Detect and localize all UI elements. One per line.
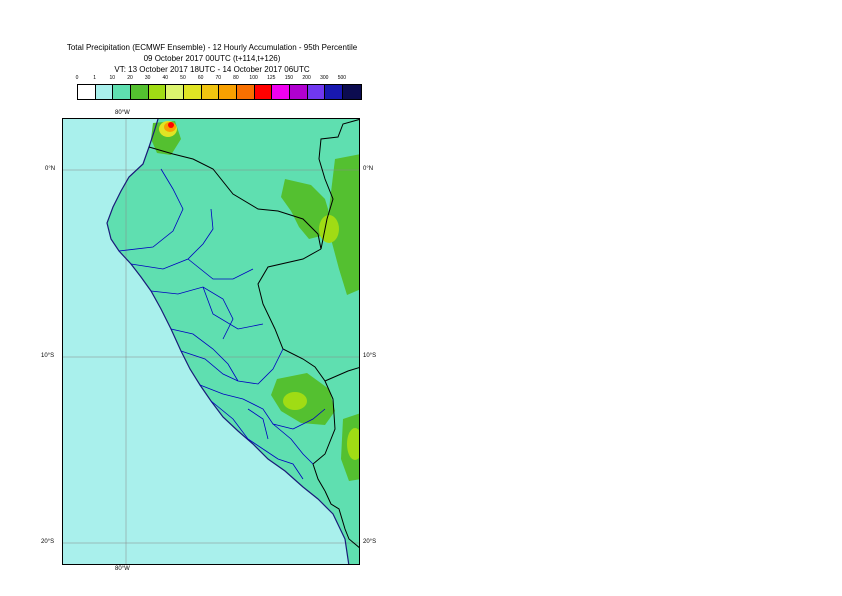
legend-swatch: [148, 85, 167, 99]
legend-swatch: [254, 85, 273, 99]
precip-cell-far-east: [347, 428, 359, 460]
legend-tick-label: 0: [75, 75, 79, 81]
color-legend: [77, 84, 362, 100]
title-line-1: Total Precipitation (ECMWF Ensemble) - 1…: [66, 43, 358, 52]
lat-label-10-right: 10°S: [363, 353, 377, 359]
legend-tick-label: 125: [267, 75, 276, 81]
precip-cell-red: [168, 122, 174, 128]
legend-swatch: [95, 85, 114, 99]
legend-tick-label: 30: [144, 75, 151, 81]
legend-tick-label: 50: [180, 75, 186, 81]
legend-tick-label: 80: [233, 75, 239, 81]
legend-tick-label: 20: [127, 75, 133, 81]
province-boundary: [262, 448, 304, 480]
province-boundary: [202, 286, 264, 330]
legend-swatch: [219, 85, 237, 99]
legend-swatch: [113, 85, 131, 99]
legend-swatch: [166, 85, 184, 99]
province-boundary: [187, 258, 254, 280]
legend-swatch: [130, 85, 149, 99]
province-boundary: [292, 408, 326, 430]
precip-patch-northeast: [281, 179, 331, 239]
legend-swatch: [272, 85, 290, 99]
province-boundary: [118, 168, 184, 252]
legend-tick-label: 60: [197, 75, 204, 81]
precip-patch-east: [329, 154, 359, 295]
province-boundaries: [118, 168, 326, 480]
border-north: [148, 146, 322, 250]
lat-label-0-left: 0°N: [45, 166, 56, 172]
legend-tick-labels: 0 1 10 20 30 40 50 60 70 80 100 125 150 200 300 500: [0, 75, 842, 85]
lat-label-10-left: 10°S: [41, 353, 55, 359]
province-boundary: [247, 408, 269, 440]
legend-swatch: [78, 85, 96, 99]
legend-tick-label: 500: [337, 75, 347, 81]
legend-swatch: [342, 85, 361, 99]
precip-cell-south: [283, 392, 307, 410]
province-boundary: [180, 348, 284, 385]
legend-swatch: [183, 85, 202, 99]
legend-tick-label: 150: [284, 75, 294, 81]
title-line-3: VT: 13 October 2017 18UTC - 14 October 2…: [114, 65, 310, 74]
border-east: [257, 248, 336, 492]
lat-label-20-left: 20°S: [41, 539, 55, 545]
legend-tick-label: 70: [215, 75, 222, 81]
lon-label-top-outer: 80°W: [115, 110, 130, 116]
legend-tick-label: 100: [249, 75, 258, 81]
legend-tick-label: 40: [162, 75, 169, 81]
legend-tick-label: 300: [320, 75, 329, 81]
lon-label-bottom: 80°W: [115, 566, 130, 572]
province-boundary: [210, 400, 264, 450]
legend-swatch: [325, 85, 343, 99]
legend-swatch: [289, 85, 308, 99]
legend-tick-label: 1: [93, 75, 97, 81]
border-brazil: [318, 119, 359, 250]
lat-label-0-right: 0°N: [363, 166, 374, 172]
legend-tick-label: 200: [302, 75, 311, 81]
legend-swatch: [201, 85, 220, 99]
map-canvas: [63, 119, 359, 564]
title-line-2: 09 October 2017 00UTC (t+114,t+126): [143, 54, 281, 63]
border-south: [324, 490, 359, 548]
graticule: [63, 119, 359, 564]
legend-swatch: [236, 85, 255, 99]
province-boundary: [150, 286, 234, 340]
land-precip-field: [107, 119, 359, 564]
province-boundary: [170, 328, 239, 382]
precipitation-map: [62, 118, 360, 565]
legend-tick-label: 10: [109, 75, 116, 81]
province-boundary: [199, 384, 294, 430]
lat-label-20-right: 20°S: [363, 539, 377, 545]
province-boundary: [272, 423, 314, 465]
province-boundary: [130, 208, 214, 270]
legend-swatch: [307, 85, 326, 99]
precip-cell-northeast: [319, 215, 339, 243]
border-inland: [324, 367, 359, 382]
